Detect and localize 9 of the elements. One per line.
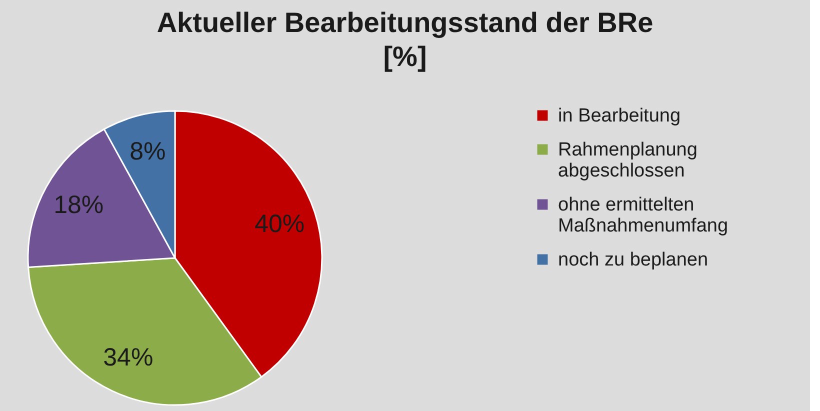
data-label: 34%	[103, 344, 154, 372]
data-label: 40%	[254, 210, 305, 238]
legend-label: in Bearbeitung	[558, 106, 681, 126]
chart-title: Aktueller Bearbeitungsstand der BRe [%]	[156, 7, 654, 72]
legend-label: ohne ermittelten Maßnahmenumfang	[558, 194, 728, 236]
data-label: 18%	[54, 191, 104, 220]
data-label: 8%	[130, 137, 166, 166]
legend-label: noch zu beplanen	[558, 250, 708, 270]
legend-label: Rahmenplanung abgeschlossen	[558, 140, 698, 182]
